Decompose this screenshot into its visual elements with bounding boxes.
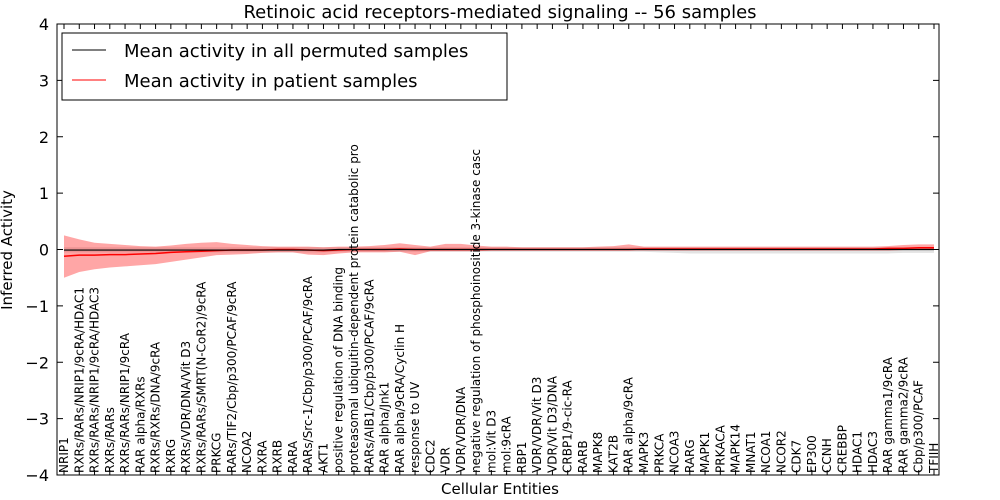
category-label: PRKCG: [210, 433, 224, 473]
category-label: TFIIH: [927, 443, 941, 474]
category-label: RXRs/RARs/NRIP1/9cRA/HDAC1: [72, 287, 86, 473]
category-label: NRIP1: [57, 437, 71, 473]
x-axis: [63, 24, 935, 475]
y-tick-label: 4: [39, 15, 49, 34]
category-label: RXRs/RARs/NRIP1/9cRA: [118, 332, 132, 473]
category-label: CRBP1/9-cic-RA: [561, 379, 575, 473]
category-label: CCNH: [820, 438, 834, 473]
y-axis-title: Inferred Activity: [0, 190, 16, 310]
category-label: RARG: [683, 439, 697, 473]
category-label: VDR/VDR/Vit D3: [530, 377, 544, 473]
y-tick-label: −3: [25, 410, 49, 429]
legend-box: [61, 32, 508, 101]
category-label: RXRs/RARs/SMRT(N-CoR2)/9cRA: [194, 281, 208, 473]
category-label: mol:9cRA: [500, 416, 514, 473]
category-label: VDR/Vit D3/DNA: [545, 375, 559, 473]
category-label: VDR/VDR/DNA: [454, 386, 468, 473]
category-label: RARs/Src-1/Cbp/p300/PCAF/9cRA: [301, 275, 315, 473]
category-label: RBP1: [515, 442, 529, 473]
category-label: MNAT1: [744, 431, 758, 473]
band-patient: [64, 235, 934, 278]
category-label: RAR alpha/9cRA: [622, 376, 636, 473]
y-axis: 4 3 2 1 0 −1 −2 −3 −4: [25, 15, 939, 485]
category-label: RXRB: [271, 440, 285, 473]
category-label: negative regulation of phosphoinositide …: [469, 149, 483, 473]
y-tick-label: 2: [39, 128, 49, 147]
category-label: KAT2B: [606, 435, 620, 473]
category-label: VDR: [439, 447, 453, 473]
category-label: RAR alpha/RXRs: [133, 376, 147, 473]
category-label: NCOA2: [240, 431, 254, 473]
category-label: RXRs/RARs/NRIP1/9cRA/HDAC3: [88, 287, 102, 473]
category-label: RXRs/RXRs/DNA/9cRA: [149, 341, 163, 473]
y-tick-label: −1: [25, 297, 49, 316]
category-label: RARA: [286, 440, 300, 473]
category-label: RXRA: [255, 440, 269, 473]
category-label: RXRs/VDR/DNA/Vit D3: [179, 341, 193, 473]
category-label: RXRs/RARs: [103, 407, 117, 473]
y-tick-label: 0: [39, 241, 49, 260]
category-label: RAR gamma2/9cRA: [896, 356, 910, 473]
y-tick-label: 3: [39, 71, 49, 90]
chart-title: Retinoic acid receptors-mediated signali…: [243, 2, 756, 23]
lines-layer: [63, 247, 934, 258]
category-label: CREBBP: [835, 425, 849, 473]
category-label: Cbp/p300/PCAF: [912, 380, 926, 473]
category-label: EP300: [805, 435, 819, 473]
category-label: HDAC3: [866, 431, 880, 473]
category-label: AKT1: [316, 443, 330, 473]
category-label: PRKACA: [713, 424, 727, 473]
category-label: CDK7: [790, 440, 804, 473]
legend-label-patient: Mean activity in patient samples: [124, 71, 418, 92]
x-axis-title: Cellular Entities: [441, 480, 559, 498]
category-label: MAPK14: [729, 424, 743, 473]
category-labels: NRIP1 RXRs/RARs/NRIP1/9cRA/HDAC1 RXRs/RARs…: [57, 144, 941, 474]
category-label: proteasomal ubiquitin-dependent protein …: [347, 144, 361, 473]
y-tick-label: −2: [25, 353, 49, 372]
category-label: PRKCA: [652, 433, 666, 473]
category-label: NCOA3: [668, 431, 682, 473]
category-label: RARs/TIF2/Cbp/p300/PCAF/9cRA: [225, 281, 239, 473]
category-label: CDC2: [423, 439, 437, 473]
category-label: MAPK8: [591, 432, 605, 473]
series-line-permuted: [64, 248, 934, 251]
category-label: mol:Vit D3: [484, 410, 498, 473]
category-label: NCOR2: [774, 430, 788, 473]
category-label: RAR alpha/Jnk1: [378, 382, 392, 473]
category-label: NCOA1: [759, 431, 773, 473]
category-label: response to UV: [408, 381, 422, 473]
category-label: MAPK3: [637, 432, 651, 473]
bands-layer: [64, 235, 934, 278]
category-label: RARB: [576, 440, 590, 473]
legend: Mean activity in all permuted samples Me…: [61, 32, 508, 101]
category-label: RAR gamma1/9cRA: [881, 356, 895, 473]
legend-label-permuted: Mean activity in all permuted samples: [124, 41, 468, 62]
category-label: RARs/AIB1/Cbp/p300/PCAF/9cRA: [362, 279, 376, 473]
category-label: HDAC1: [851, 431, 865, 473]
category-label: MAPK1: [698, 432, 712, 473]
category-label: RXRG: [164, 439, 178, 473]
category-label: positive regulation of DNA binding: [332, 267, 346, 473]
y-tick-label: 1: [39, 184, 49, 203]
y-tick-label: −4: [25, 466, 49, 485]
category-label: RAR alpha/9cRA/Cyclin H: [393, 324, 407, 473]
